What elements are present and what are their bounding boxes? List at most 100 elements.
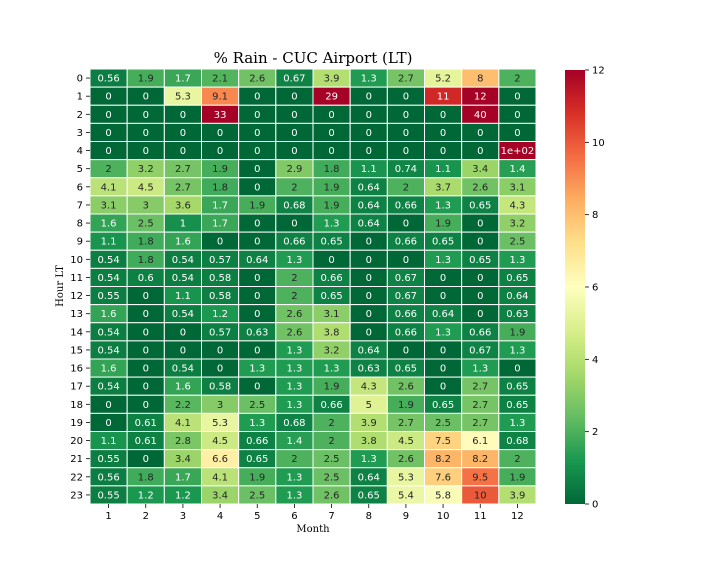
cell-value-label: 1.3 [509,418,525,429]
cell-value-label: 2 [291,182,297,193]
cell-value-label: 4.3 [509,200,525,211]
cell-value-label: 1.8 [324,164,340,175]
cell-value-label: 1.8 [138,472,154,483]
cell-value-label: 0.67 [395,273,417,284]
cell-value-label: 2.5 [435,418,451,429]
cell-value-label: 0.57 [209,255,231,266]
cell-value-label: 0.66 [469,327,491,338]
cell-value-label: 1.9 [509,472,525,483]
cell-value-label: 0.54 [172,309,194,320]
cell-value-label: 1.3 [509,345,525,356]
cell-value-label: 0.65 [320,291,342,302]
cell-value-label: 0.55 [97,291,119,302]
cell-value-label: 0 [477,309,483,320]
cell-value-label: 0 [143,92,149,103]
cell-value-label: 0 [366,128,372,139]
cell-value-label: 0.68 [283,418,305,429]
cell-value-label: 1.6 [101,219,117,230]
y-tick-label: 10 [70,255,83,266]
cell-value-label: 0 [217,128,223,139]
y-tick-label: 11 [70,273,83,284]
cell-value-label: 0 [254,291,260,302]
cell-value-label: 40 [474,110,487,121]
y-tick-label: 2 [77,110,83,121]
cell-value-label: 0.64 [358,200,380,211]
cell-value-label: 2 [105,164,111,175]
cell-value-label: 0 [143,110,149,121]
cell-value-label: 6.6 [212,454,228,465]
cell-value-label: 0 [328,146,334,157]
cell-value-label: 0.63 [506,309,528,320]
cell-value-label: 5 [366,400,372,411]
cell-value-label: 1.6 [175,382,191,393]
cell-value-label: 1.9 [249,472,265,483]
cell-value-label: 0.56 [97,472,119,483]
y-tick-label: 23 [70,490,83,501]
cell-value-label: 0.57 [209,327,231,338]
cell-value-label: 0 [403,146,409,157]
cell-value-label: 0 [514,92,520,103]
y-tick-label: 15 [70,345,83,356]
cell-value-label: 3.7 [435,182,451,193]
cell-value-label: 0.58 [209,382,231,393]
cell-value-label: 1.9 [138,74,154,85]
cell-value-label: 0 [254,92,260,103]
cell-value-label: 0.55 [97,490,119,501]
cell-value-label: 1.9 [249,200,265,211]
cell-value-label: 0.65 [469,200,491,211]
cell-value-label: 0.66 [246,436,268,447]
colorbar-tick-label: 2 [592,427,598,438]
cell-value-label: 0 [217,364,223,375]
cell-value-label: 0.67 [283,74,305,85]
heatmap-cells: 0.56 1.9 1.7 2.1 2.6 0.67 3.9 1.3 2.7 5.2 8 2 0 0 5.3 9… [89,68,537,505]
cell-value-label: 0 [143,146,149,157]
cell-value-label: 11 [437,92,450,103]
cell-value-label: 5.4 [398,490,414,501]
cell-value-label: 0.63 [246,327,268,338]
cell-value-label: 1.3 [286,364,302,375]
cell-value-label: 0 [328,255,334,266]
cell-value-label: 1.1 [175,291,191,302]
cell-value-label: 3.4 [175,454,191,465]
cell-value-label: 0 [254,219,260,230]
cell-value-label: 0 [366,92,372,103]
cell-value-label: 2 [514,74,520,85]
cell-value-label: 5.2 [435,74,451,85]
cell-value-label: 0 [105,418,111,429]
x-tick-label: 12 [511,511,524,522]
cell-value-label: 0.66 [320,273,342,284]
cell-value-label: 0.54 [97,345,119,356]
x-axis-ticks: 1 2 3 4 5 6 7 8 9 10 11 12 [105,504,524,522]
cell-value-label: 2 [328,418,334,429]
cell-value-label: 1.1 [101,436,117,447]
cell-value-label: 0.66 [395,200,417,211]
cell-value-label: 3.1 [324,309,340,320]
cell-value-label: 1.3 [286,345,302,356]
cell-value-label: 0.54 [172,364,194,375]
cell-value-label: 7.5 [435,436,451,447]
cell-value-label: 3.6 [175,200,191,211]
cell-value-label: 4.5 [212,436,228,447]
cell-value-label: 0.66 [395,327,417,338]
cell-value-label: 2.7 [472,418,488,429]
cell-value-label: 2.6 [398,382,414,393]
cell-value-label: 0 [477,146,483,157]
cell-value-label: 1.3 [286,255,302,266]
cell-value-label: 1.8 [212,182,228,193]
cell-value-label: 0.61 [135,436,157,447]
cell-value-label: 0 [366,237,372,248]
cell-value-label: 0 [254,128,260,139]
cell-value-label: 0 [514,364,520,375]
x-tick-label: 2 [143,511,149,522]
y-tick-label: 4 [77,146,83,157]
cell-value-label: 1.6 [175,237,191,248]
cell-value-label: 0.54 [97,273,119,284]
cell-value-label: 0 [403,110,409,121]
cell-value-label: 29 [325,92,338,103]
cell-value-label: 0 [180,327,186,338]
y-tick-label: 19 [70,418,83,429]
y-tick-label: 1 [77,92,83,103]
cell-value-label: 0 [366,273,372,284]
